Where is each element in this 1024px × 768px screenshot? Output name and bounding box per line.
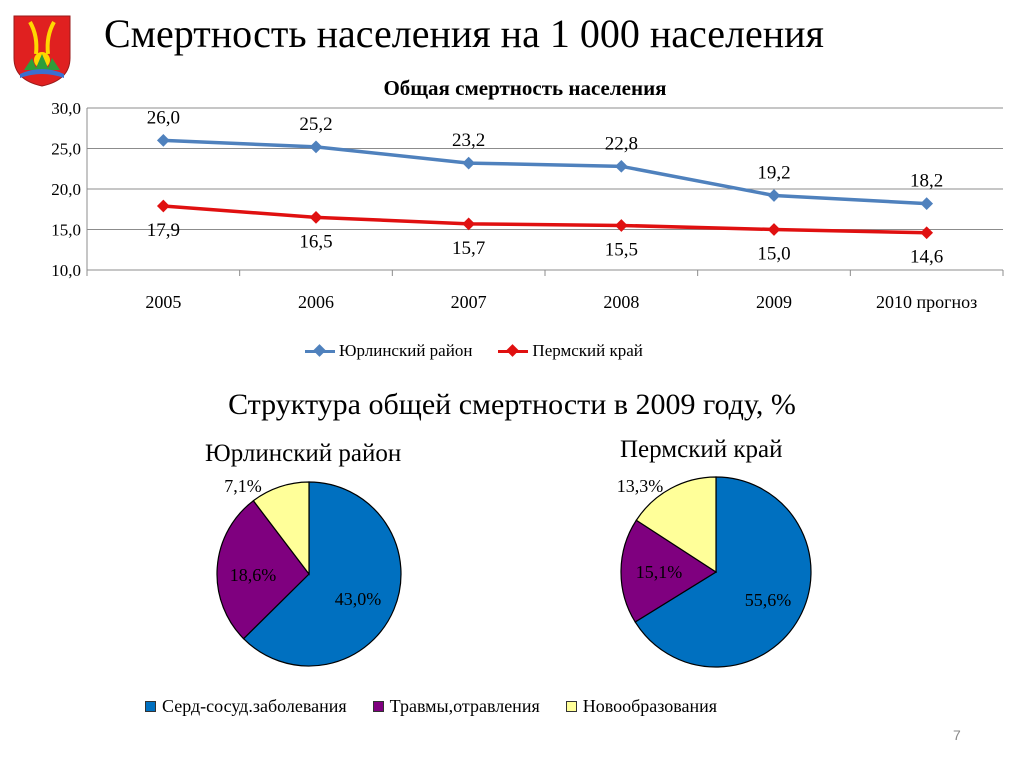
data-label: 16,5 (299, 231, 332, 252)
data-point (920, 226, 934, 240)
x-tick-label: 2007 (451, 292, 487, 312)
legend-label-cardio: Серд-сосуд.заболевания (162, 696, 347, 716)
line-chart: 30,0 25,0 20,0 15,0 10,0 2005 2006 2007 2008 2009… (51, 99, 1004, 312)
x-tick-label: 2009 (756, 292, 792, 312)
data-point (156, 134, 170, 147)
legend-label-neoplasm: Новообразования (582, 696, 718, 716)
pie-legend: Серд-сосуд.заболевания Травмы,отравления… (145, 696, 743, 717)
pie-label: 7,1% (224, 476, 262, 496)
legend-swatch-neoplasm (565, 701, 577, 712)
data-label: 19,2 (757, 162, 790, 183)
x-tick-label: 2010 прогноз (876, 292, 977, 312)
pie-chart-yurla: 43,0% 18,6% 7,1% (216, 476, 402, 667)
data-label: 26,0 (147, 107, 180, 128)
pie-slice (252, 481, 310, 576)
x-tick-label: 2005 (145, 292, 181, 312)
legend-swatch-yurla (305, 343, 335, 357)
pie-label: 43,0% (335, 589, 382, 609)
data-point (767, 189, 781, 202)
data-point (920, 197, 934, 210)
data-label: 18,2 (910, 171, 943, 192)
line-chart-legend: Юрлинский район Пермский край (305, 341, 669, 361)
legend-item-neoplasm: Новообразования (565, 696, 718, 717)
pie-label: 15,1% (636, 562, 683, 582)
pie-chart-perm: 55,6% 15,1% 13,3% (617, 476, 812, 668)
pie-label: 18,6% (230, 565, 277, 585)
pie-slice (635, 476, 717, 574)
pie-slice (216, 499, 310, 640)
data-point (767, 223, 781, 236)
data-point (309, 140, 323, 154)
legend-swatch-perm (498, 343, 529, 357)
legend-item-trauma: Травмы,отравления (372, 696, 540, 717)
x-tick-label: 2006 (298, 292, 334, 312)
data-label: 22,8 (605, 133, 638, 154)
data-label: 15,5 (605, 239, 638, 260)
pie-perm-title: Пермский край (620, 436, 783, 463)
data-label: 15,7 (452, 238, 485, 259)
y-tick-label: 20,0 (51, 180, 81, 199)
data-label: 14,6 (910, 247, 943, 268)
legend-swatch-cardio (145, 701, 156, 712)
legend-swatch-trauma (372, 701, 384, 712)
series-line-perm (163, 204, 927, 235)
legend-item-yurla: Юрлинский район (305, 341, 472, 361)
legend-item-perm: Пермский край (498, 341, 643, 361)
legend-label-yurla: Юрлинский район (339, 341, 473, 360)
pies-title: Структура общей смертности в 2009 году, … (228, 388, 796, 421)
legend-label-trauma: Травмы,отравления (389, 696, 540, 716)
x-tick-label: 2008 (603, 292, 639, 312)
legend-item-cardio: Серд-сосуд.заболевания (145, 696, 347, 717)
data-label: 23,2 (452, 130, 485, 151)
pie-slice (634, 476, 812, 668)
y-tick-label: 15,0 (51, 221, 81, 240)
legend-label-perm: Пермский край (532, 341, 643, 360)
series-line-yurla (163, 138, 927, 206)
data-point (156, 199, 170, 213)
data-point (462, 156, 476, 170)
y-tick-label: 25,0 (51, 140, 81, 159)
pie-slice (620, 519, 718, 623)
data-label: 15,0 (757, 244, 790, 265)
page-number: 7 (953, 727, 961, 743)
data-label: 25,2 (299, 114, 332, 135)
y-tick-label: 30,0 (51, 99, 81, 118)
pie-label: 55,6% (745, 590, 792, 610)
data-label: 17,9 (147, 220, 180, 241)
coat-of-arms-icon (12, 14, 72, 93)
data-point (309, 210, 323, 224)
y-tick-label: 10,0 (51, 261, 81, 280)
pie-label: 13,3% (617, 476, 664, 496)
pie-slice (242, 481, 402, 667)
line-chart-title: Общая смертность населения (383, 76, 667, 100)
slide-title: Смертность населения на 1 000 населения (104, 11, 824, 56)
pie-yurla-title: Юрлинский район (205, 440, 402, 467)
data-point (614, 159, 628, 173)
data-point (462, 217, 476, 231)
